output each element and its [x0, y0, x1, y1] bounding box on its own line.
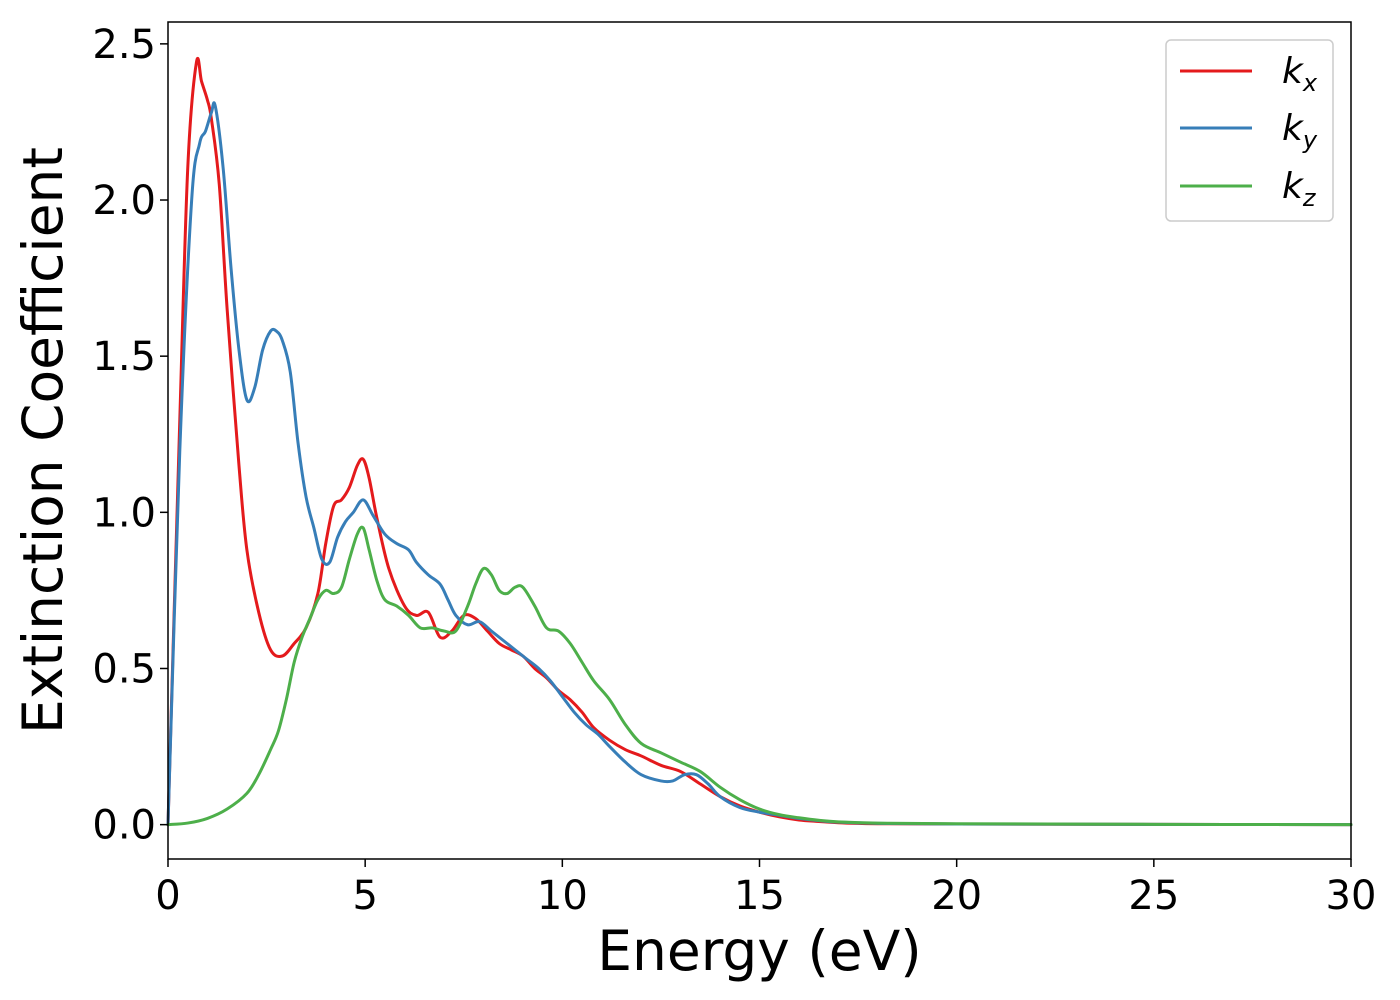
y-axis-ticks: 0.0 0.5 1.0 1.5 2.0 2.5 [92, 22, 168, 849]
series-line-kz [166, 525, 1353, 827]
y-tick-label: 0.5 [92, 646, 156, 692]
y-tick-label: 0.0 [92, 803, 156, 849]
x-tick-label: 0 [155, 873, 180, 919]
x-tick-label: 10 [537, 873, 588, 919]
series-layer [166, 57, 1353, 827]
legend-label-kz: kz [1282, 166, 1317, 212]
legend-label-kx: kx [1282, 51, 1318, 97]
series-line-ky [166, 101, 1353, 827]
y-tick-label: 2.5 [92, 22, 156, 68]
x-tick-label: 30 [1326, 873, 1377, 919]
x-tick-label: 5 [352, 873, 377, 919]
x-tick-label: 25 [1128, 873, 1179, 919]
x-axis-ticks: 0 5 10 15 20 25 30 [155, 859, 1376, 919]
y-axis-title: Extinction Coefficient [11, 147, 75, 734]
legend-items: kx ky kz [1180, 51, 1318, 212]
y-tick-label: 1.0 [92, 490, 156, 536]
x-tick-label: 15 [734, 873, 785, 919]
legend: kx ky kz [1165, 39, 1334, 222]
legend-frame [1165, 39, 1334, 222]
x-axis-title: Energy (eV) [597, 919, 921, 983]
y-tick-label: 1.5 [92, 334, 156, 380]
x-tick-label: 20 [931, 873, 982, 919]
y-tick-label: 2.0 [92, 178, 156, 224]
legend-label-ky: ky [1282, 108, 1318, 154]
